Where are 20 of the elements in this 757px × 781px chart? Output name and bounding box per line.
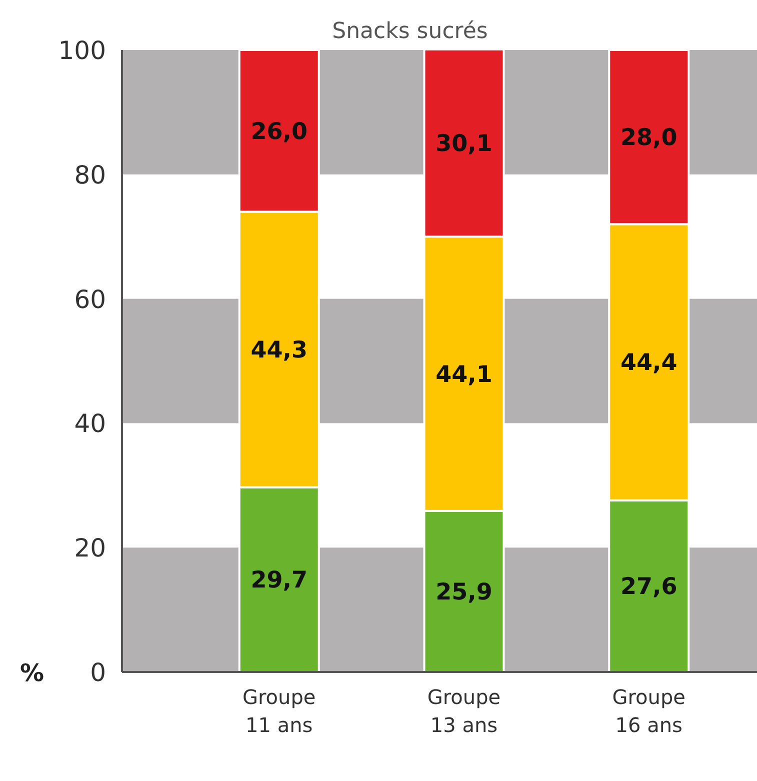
chart-title: Snacks sucrés: [332, 19, 488, 44]
y-tick-label: 20: [74, 534, 106, 563]
y-tick-label: 40: [74, 409, 106, 438]
y-tick-label: 80: [74, 160, 106, 190]
data-label: 44,1: [436, 362, 492, 388]
data-label: 44,4: [620, 350, 678, 376]
y-tick-label: 0: [90, 658, 106, 687]
data-label: 30,1: [436, 130, 492, 157]
data-label: 29,7: [250, 568, 308, 594]
y-axis-title: %: [20, 659, 44, 687]
data-label: 25,9: [436, 579, 492, 606]
x-tick-label: Groupe 16 ans: [612, 685, 686, 737]
y-tick-label: 60: [74, 284, 106, 314]
data-label: 26,0: [250, 118, 308, 145]
x-tick-label: Groupe 11 ans: [242, 685, 316, 737]
x-tick-label: Groupe 13 ans: [427, 685, 501, 737]
data-label: 28,0: [620, 125, 678, 152]
y-tick-label: 100: [58, 36, 106, 65]
data-label: 44,3: [250, 337, 308, 364]
data-label: 27,6: [620, 574, 678, 600]
